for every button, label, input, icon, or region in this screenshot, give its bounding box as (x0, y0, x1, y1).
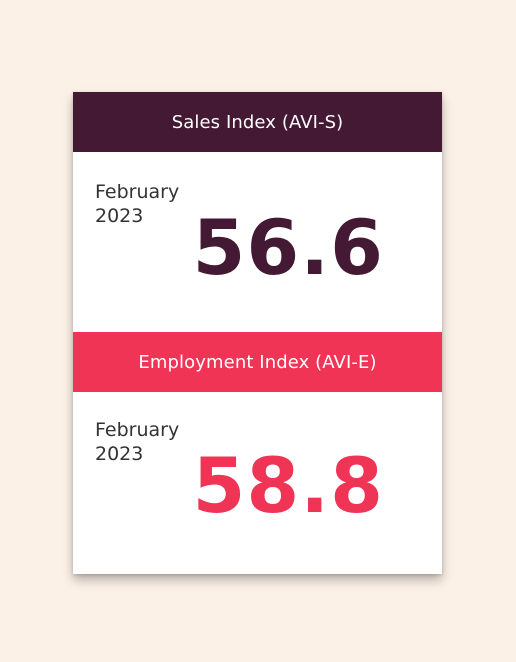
employment-index-period: February 2023 (95, 418, 179, 466)
sales-index-header: Sales Index (AVI-S) (73, 92, 442, 152)
sales-index-period: February 2023 (95, 180, 179, 228)
sales-index-title: Sales Index (AVI-S) (171, 111, 344, 133)
employment-index-header: Employment Index (AVI-E) (73, 332, 442, 392)
employment-index-year: 2023 (95, 443, 144, 465)
employment-index-title: Employment Index (AVI-E) (138, 351, 377, 373)
index-card: Sales Index (AVI-S) February 2023 56.6 E… (73, 92, 442, 574)
employment-index-month: February (95, 419, 180, 441)
sales-index-month: February (95, 181, 180, 203)
employment-index-value: 58.8 (192, 441, 384, 530)
sales-index-value: 56.6 (192, 203, 384, 292)
sales-index-year: 2023 (95, 205, 144, 227)
